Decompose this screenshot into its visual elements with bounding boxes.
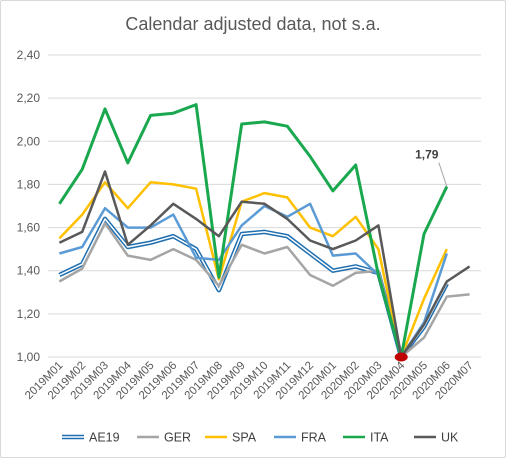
- y-tick-label: 1,00: [17, 350, 41, 364]
- annotation-leader-line: [438, 162, 448, 187]
- chart-markers: 1,79: [394, 148, 448, 362]
- x-axis-ticks: 2019M012019M022019M032019M042019M052019M…: [23, 359, 476, 402]
- legend: AE19 GER SPA FRA ITA UK: [62, 431, 459, 445]
- legend-item-ae19: AE19: [62, 431, 120, 445]
- series-line-spa: [58, 181, 448, 359]
- legend-item-ita: ITA: [343, 431, 389, 445]
- y-axis-ticks: 1,00 1,20 1,40 1,60 1,80 2,00 2,20 2,40: [17, 48, 41, 364]
- data-label: 1,79: [415, 148, 439, 162]
- legend-item-ger: GER: [137, 431, 191, 445]
- y-tick-label: 1,20: [17, 307, 41, 321]
- legend-label: AE19: [89, 431, 120, 445]
- legend-item-fra: FRA: [274, 431, 327, 445]
- point-marker: [394, 352, 408, 362]
- legend-label: ITA: [370, 431, 389, 445]
- y-tick-label: 2,20: [17, 91, 41, 105]
- legend-label: UK: [441, 431, 459, 445]
- series-lines: [58, 103, 471, 360]
- legend-item-uk: UK: [414, 431, 459, 445]
- y-tick-label: 1,60: [17, 221, 41, 235]
- y-tick-label: 2,40: [17, 48, 41, 62]
- legend-item-spa: SPA: [205, 431, 257, 445]
- series-line-ita: [58, 103, 449, 359]
- legend-label: SPA: [232, 431, 257, 445]
- y-tick-label: 1,40: [17, 264, 41, 278]
- chart-title: Calendar adjusted data, not s.a.: [125, 14, 380, 34]
- legend-label: GER: [164, 431, 191, 445]
- legend-label: FRA: [301, 431, 327, 445]
- y-tick-label: 1,80: [17, 177, 41, 191]
- y-tick-label: 2,00: [17, 134, 41, 148]
